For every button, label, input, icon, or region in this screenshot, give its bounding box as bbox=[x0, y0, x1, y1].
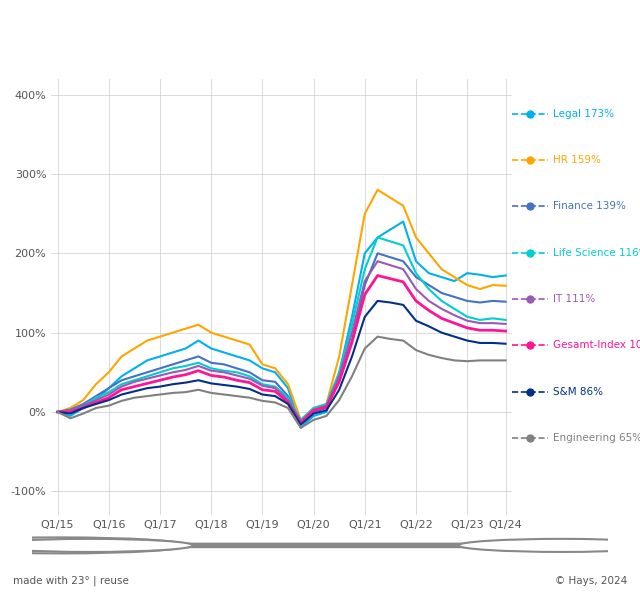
Text: © Hays, 2024: © Hays, 2024 bbox=[555, 576, 627, 585]
Text: HAYS-FACHKRÄFTE-INDEX DEUTSCHLAND: HAYS-FACHKRÄFTE-INDEX DEUTSCHLAND bbox=[10, 26, 428, 44]
Circle shape bbox=[0, 539, 193, 552]
Text: Engineering 65%: Engineering 65% bbox=[553, 433, 640, 443]
Text: Gesamt-Index 102%: Gesamt-Index 102% bbox=[553, 341, 640, 350]
Circle shape bbox=[458, 539, 640, 552]
Text: Legal 173%: Legal 173% bbox=[553, 108, 614, 119]
Text: S&M 86%: S&M 86% bbox=[553, 387, 603, 397]
Text: IT 111%: IT 111% bbox=[553, 294, 595, 304]
Text: made with 23° | reuse: made with 23° | reuse bbox=[13, 575, 129, 586]
Polygon shape bbox=[49, 540, 81, 551]
Text: Finance 139%: Finance 139% bbox=[553, 201, 626, 211]
Text: Life Science 116%: Life Science 116% bbox=[553, 248, 640, 258]
Text: HR 159%: HR 159% bbox=[553, 155, 601, 165]
